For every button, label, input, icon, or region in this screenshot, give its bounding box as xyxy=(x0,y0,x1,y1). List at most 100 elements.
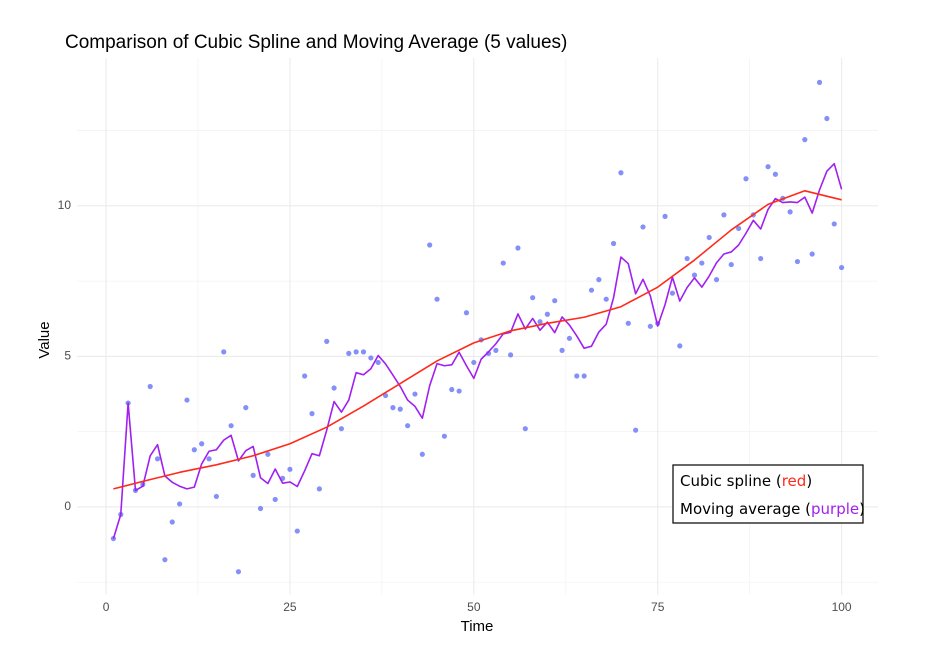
point xyxy=(368,355,374,361)
point xyxy=(559,347,565,353)
point xyxy=(213,493,219,500)
point xyxy=(743,176,749,182)
point xyxy=(736,225,742,232)
point xyxy=(162,557,168,563)
legend-entry: Cubic spline (red) xyxy=(680,472,812,490)
point xyxy=(838,264,845,271)
point xyxy=(640,224,646,230)
point xyxy=(441,433,448,439)
point xyxy=(287,466,293,472)
point xyxy=(530,295,536,301)
point xyxy=(625,320,631,326)
point xyxy=(184,397,190,403)
y-axis-title: Value xyxy=(36,321,53,358)
y-tick-label: 10 xyxy=(58,198,72,212)
point xyxy=(684,255,690,262)
point xyxy=(544,311,550,317)
point xyxy=(338,426,345,432)
y-tick-label: 0 xyxy=(64,499,71,513)
point xyxy=(316,486,322,492)
point xyxy=(154,456,161,462)
point xyxy=(390,405,396,411)
point xyxy=(574,373,580,379)
point xyxy=(677,343,683,349)
point xyxy=(405,423,411,429)
point xyxy=(603,296,609,302)
point xyxy=(758,255,764,262)
point xyxy=(434,296,440,302)
point xyxy=(221,349,227,355)
legend-text: Moving average ( xyxy=(680,500,811,518)
point xyxy=(243,405,249,411)
point xyxy=(581,373,587,379)
point xyxy=(537,319,543,325)
point xyxy=(765,164,771,170)
point xyxy=(419,451,425,457)
point xyxy=(802,137,808,143)
legend-box xyxy=(672,464,864,524)
point xyxy=(618,170,624,176)
point xyxy=(375,359,381,366)
legend: Cubic spline (red)Moving average (purple… xyxy=(672,464,865,524)
legend-text: Cubic spline ( xyxy=(680,472,782,490)
point xyxy=(691,272,698,278)
point xyxy=(397,406,403,412)
point xyxy=(610,240,617,247)
point xyxy=(449,386,455,393)
point xyxy=(596,277,602,283)
chart-title: Comparison of Cubic Spline and Moving Av… xyxy=(65,32,567,53)
point xyxy=(206,456,212,462)
point xyxy=(147,383,153,390)
point xyxy=(463,310,470,316)
point xyxy=(272,496,278,503)
point xyxy=(235,569,242,575)
point xyxy=(772,171,778,177)
point xyxy=(169,519,175,525)
point xyxy=(816,79,823,85)
point xyxy=(824,115,830,122)
point xyxy=(493,347,499,353)
point xyxy=(507,352,514,358)
point xyxy=(412,391,418,397)
point xyxy=(809,251,815,257)
x-tick-label: 0 xyxy=(103,600,110,614)
point xyxy=(662,213,668,219)
point xyxy=(191,447,197,453)
point xyxy=(309,411,315,417)
point xyxy=(177,501,183,507)
point xyxy=(515,245,521,251)
point xyxy=(706,234,712,241)
point xyxy=(257,505,264,512)
point xyxy=(228,423,234,429)
line xyxy=(112,162,843,539)
point xyxy=(633,427,639,433)
x-axis-title: Time xyxy=(461,618,494,635)
point xyxy=(794,258,801,265)
legend-text: ) xyxy=(859,500,865,518)
x-tick-label: 25 xyxy=(283,600,297,614)
point xyxy=(831,221,837,227)
point xyxy=(522,426,528,432)
point xyxy=(787,209,793,215)
legend-text: red xyxy=(782,472,807,490)
legend-entry: Moving average (purple) xyxy=(680,500,865,518)
point xyxy=(669,290,676,296)
point xyxy=(346,350,352,357)
point xyxy=(728,261,734,268)
point xyxy=(294,528,300,534)
point xyxy=(647,323,653,329)
x-tick-label: 50 xyxy=(467,600,481,614)
point xyxy=(552,298,558,304)
point xyxy=(721,212,727,218)
point xyxy=(302,373,308,379)
point xyxy=(324,338,330,344)
point xyxy=(353,349,359,355)
point xyxy=(265,451,271,457)
point xyxy=(360,349,367,355)
point xyxy=(199,441,205,447)
point xyxy=(250,472,256,478)
point xyxy=(427,242,433,248)
point xyxy=(110,535,117,542)
point xyxy=(500,260,506,266)
